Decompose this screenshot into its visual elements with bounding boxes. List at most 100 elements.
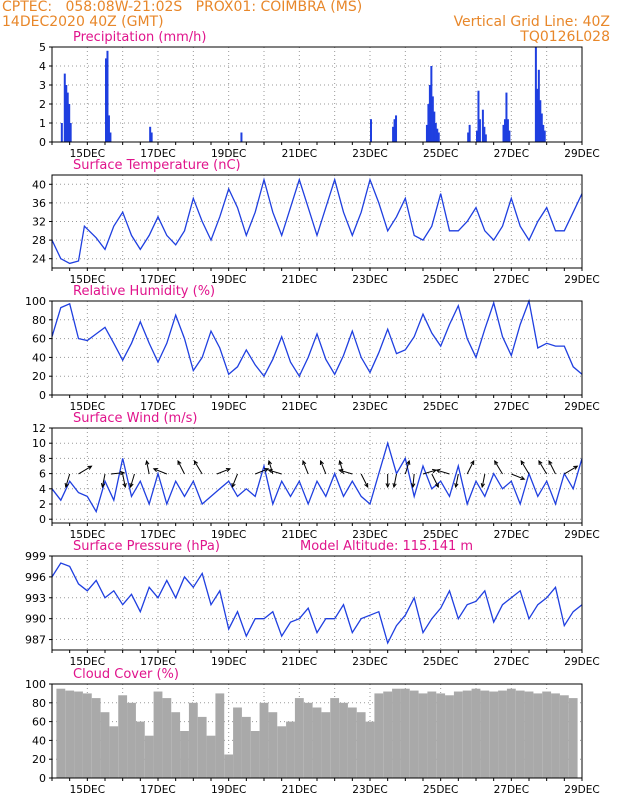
x-tick-label: 21DEC [282,148,317,160]
wind-vector [361,474,368,487]
cloud-bar [127,703,136,778]
panel-frame [52,556,582,650]
x-tick-label: 29DEC [564,656,599,668]
precip-bar [61,123,63,142]
wind-vector [549,461,556,474]
precip-bar [151,133,153,143]
cloud-bar [233,708,242,779]
y-tick-label: 0 [39,772,46,785]
y-tick-label: 60 [32,333,46,346]
panel-cloud: Cloud Cover (%)02040608010015DEC 17DEC 19D… [25,667,600,796]
precip-bar [469,125,471,142]
cloud-bar [304,703,313,778]
cloud-bar [295,698,304,778]
wind-vector [467,461,474,474]
x-tick-label: 19DEC [211,784,246,796]
cloud-bar [118,695,127,778]
wind-vector [432,474,439,487]
cloud-bar [463,691,472,778]
wind-vector-shaft [564,466,577,474]
cloud-bar [260,703,269,778]
cloud-bar [339,703,348,778]
cloud-bar [357,712,366,778]
wind-vector [111,471,124,475]
x-tick-label: 23DEC [352,401,387,413]
panel-title: Precipitation (mm/h) [73,30,206,45]
x-tick-label: 23DEC [352,274,387,286]
x-tick-label: 25DEC [423,784,458,796]
wind-vector [564,466,577,474]
y-tick-label: 0 [39,389,46,402]
y-tick-label: 12 [32,422,46,435]
cloud-bar [551,693,560,778]
x-tick-label: 27DEC [494,401,529,413]
panel-humidity: Relative Humidity (%)02040608010015DEC 17… [25,284,600,413]
x-tick-label: 29DEC [564,274,599,286]
wind-vector [194,461,202,474]
panel-temperature: Surface Temperature (nC)242832364015DEC 1… [32,158,600,286]
panel-title: Cloud Cover (%) [73,667,179,682]
cloud-bar [454,692,463,778]
y-tick-label: 32 [32,216,46,229]
wind-vector-shaft [539,461,547,474]
y-tick-label: 100 [25,295,46,308]
cloud-bar [533,693,542,778]
y-tick-label: 100 [25,678,46,691]
x-tick-label: 25DEC [423,148,458,160]
wind-vector [386,474,390,487]
wind-vector [232,474,238,487]
x-tick-label: 21DEC [282,401,317,413]
wind-line [52,443,582,511]
y-tick-label: 0 [39,136,46,149]
cloud-bar [83,693,92,778]
panel-title: Surface Pressure (hPa) [73,539,220,554]
cloud-bar [189,703,198,778]
wind-vector [303,461,308,474]
wind-vector-shaft [495,461,503,474]
y-tick-label: 993 [25,592,46,605]
cloud-bar [224,755,233,779]
cloud-bar [560,695,569,778]
y-tick-label: 2 [39,98,46,111]
cloud-bar [145,736,154,778]
wind-vector [437,469,450,474]
cloud-bar [215,693,224,778]
x-tick-label: 23DEC [352,148,387,160]
cloud-bar [392,689,401,778]
wind-vector-shaft [194,461,202,474]
cloud-bar [162,698,171,778]
wind-vector [123,474,127,487]
cloud-bar [286,722,295,778]
cloud-bar [498,691,507,778]
model-altitude: Model Altitude: 115.141 m [300,539,473,554]
wind-vector-shaft [79,466,92,474]
x-tick-label: 29DEC [564,784,599,796]
cloud-bar [207,736,216,778]
cloud-bar [427,692,436,778]
x-tick-label: 29DEC [564,529,599,541]
y-tick-label: 8 [39,452,46,465]
y-tick-label: 0 [39,513,46,526]
y-tick-label: 996 [25,571,46,584]
cloud-bar [268,712,277,778]
panel-precipitation: Precipitation (mm/h) 0 1 2 3 4 5 15DEC 17DEC 19DE… [39,30,600,160]
x-tick-label: 27DEC [494,529,529,541]
x-tick-label: 27DEC [494,656,529,668]
cloud-bar [109,726,118,778]
wind-vector [146,461,150,474]
x-tick-label: 27DEC [494,274,529,286]
wind-vector [65,474,70,487]
cloud-bar [180,731,189,778]
cloud-bar [65,691,74,778]
x-tick-label: 17DEC [140,784,175,796]
cloud-bar [348,708,357,779]
cloud-bar [489,692,498,778]
y-tick-label: 4 [39,60,46,73]
cloud-bar [374,693,383,778]
cloud-bar [92,698,101,778]
y-tick-label: 40 [32,178,46,191]
cloud-bar [366,722,375,778]
cloud-bar [401,689,410,778]
precip-bar [370,119,372,142]
y-tick-label: 6 [39,468,46,481]
